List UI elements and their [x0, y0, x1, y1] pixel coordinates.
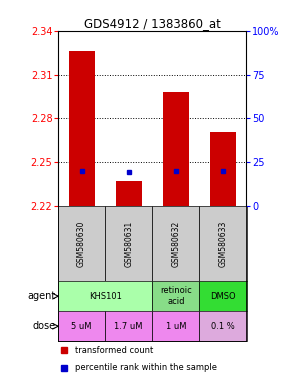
Text: GSM580632: GSM580632 — [171, 220, 180, 267]
Text: dose: dose — [32, 321, 56, 331]
Text: DMSO: DMSO — [210, 292, 236, 301]
Text: KHS101: KHS101 — [89, 292, 122, 301]
Bar — [210, 131, 236, 206]
Text: GSM580630: GSM580630 — [77, 220, 86, 267]
Text: 5 uM: 5 uM — [71, 322, 92, 331]
Bar — [105, 311, 152, 341]
Bar — [152, 206, 200, 281]
Text: 1 uM: 1 uM — [166, 322, 186, 331]
Text: agent: agent — [27, 291, 56, 301]
Bar — [58, 281, 152, 311]
Bar — [152, 311, 200, 341]
Text: 0.1 %: 0.1 % — [211, 322, 235, 331]
Bar — [200, 206, 246, 281]
Text: GSM580631: GSM580631 — [124, 220, 133, 267]
Bar — [69, 51, 95, 206]
Text: transformed count: transformed count — [75, 346, 153, 354]
Bar — [105, 206, 152, 281]
Text: 1.7 uM: 1.7 uM — [115, 322, 143, 331]
Text: percentile rank within the sample: percentile rank within the sample — [75, 363, 217, 372]
Bar — [58, 206, 105, 281]
Bar — [200, 281, 246, 311]
Bar — [200, 311, 246, 341]
Text: retinoic
acid: retinoic acid — [160, 286, 192, 306]
Text: GSM580633: GSM580633 — [218, 220, 227, 267]
Bar — [58, 311, 105, 341]
Bar — [152, 281, 200, 311]
Bar — [163, 92, 189, 206]
Bar — [116, 181, 142, 206]
Title: GDS4912 / 1383860_at: GDS4912 / 1383860_at — [84, 17, 221, 30]
